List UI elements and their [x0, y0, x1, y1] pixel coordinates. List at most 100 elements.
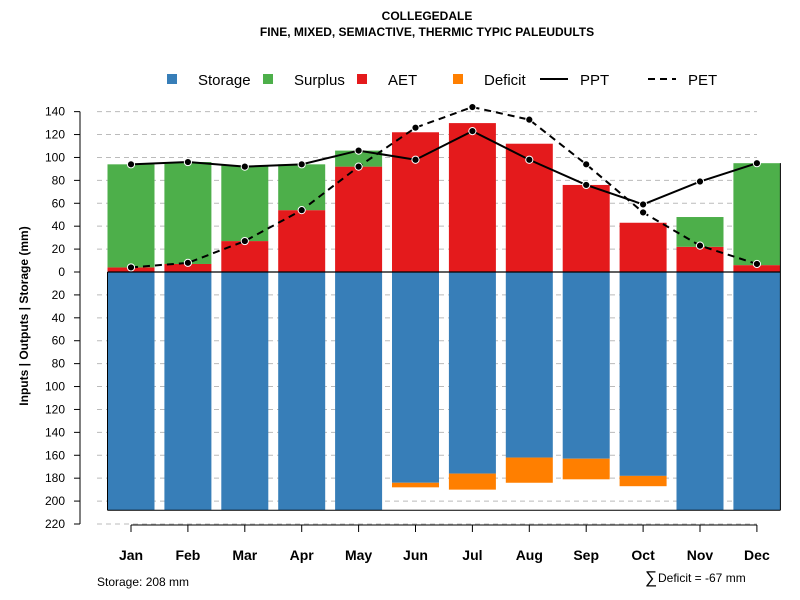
storage-bar — [107, 272, 155, 511]
legend-swatch-storage — [167, 74, 177, 84]
x-tick-label: Nov — [687, 547, 714, 563]
chart-title: COLLEGEDALE — [382, 9, 473, 23]
pet-point — [411, 123, 420, 132]
x-tick-label: Jun — [403, 547, 428, 563]
y-tick-label: 60 — [52, 334, 66, 348]
x-tick-label: Jul — [462, 547, 482, 563]
storage-bar — [676, 272, 724, 511]
x-tick-label: May — [345, 547, 372, 563]
storage-bar — [448, 272, 496, 474]
ppt-point — [297, 160, 306, 169]
x-tick-label: Apr — [290, 547, 315, 563]
y-tick-label: 20 — [52, 288, 66, 302]
y-tick-label: 0 — [58, 265, 65, 279]
pet-point — [240, 236, 249, 246]
pet-point — [183, 258, 192, 267]
legend-swatch-aet — [357, 74, 367, 84]
legend: Storage Surplus AET Deficit PPT PET — [167, 72, 717, 89]
storage-bar — [505, 272, 553, 458]
y-tick-label: 220 — [45, 517, 65, 531]
ppt-point — [695, 177, 705, 186]
y-tick-label: 60 — [52, 196, 66, 210]
storage-bar — [733, 272, 781, 511]
ppt-point — [411, 155, 420, 164]
y-tick-label: 120 — [45, 128, 65, 142]
x-tick-label: Oct — [631, 547, 655, 563]
pet-point — [126, 263, 136, 272]
axes: 1401201008060402002040608010012014016018… — [45, 105, 781, 563]
aet-bar — [505, 143, 553, 272]
deficit-bar — [619, 475, 667, 487]
x-tick-label: Aug — [516, 547, 543, 563]
deficit-bar — [448, 473, 496, 490]
aet-bar — [562, 184, 610, 272]
x-tick-label: Dec — [744, 547, 770, 563]
aet-bar — [676, 246, 724, 272]
pet-point — [695, 241, 705, 250]
aet-bar — [448, 123, 496, 273]
deficit-footnote: Deficit = -67 mm — [658, 571, 746, 585]
y-tick-label: 200 — [45, 494, 65, 508]
bars — [107, 123, 781, 511]
y-tick-label: 100 — [45, 380, 65, 394]
surplus-bar — [221, 165, 269, 242]
ppt-point — [525, 155, 534, 164]
deficit-bar — [505, 457, 553, 483]
ppt-point — [639, 200, 648, 209]
y-axis-label: Inputs | Outputs | Storage (mm) — [17, 226, 31, 405]
y-tick-label: 20 — [52, 242, 66, 256]
y-tick-label: 180 — [45, 471, 65, 485]
pet-point — [297, 206, 306, 215]
y-tick-label: 140 — [45, 425, 65, 439]
deficit-sum-symbol: ∑ — [645, 568, 657, 587]
ppt-point — [240, 162, 249, 171]
legend-swatch-deficit — [453, 74, 463, 84]
aet-bar — [164, 263, 212, 272]
pet-line — [130, 106, 758, 269]
x-tick-label: Sep — [573, 547, 599, 563]
ppt-point — [582, 180, 591, 190]
storage-footnote: Storage: 208 mm — [97, 575, 189, 589]
y-tick-label: 40 — [52, 219, 66, 233]
y-tick-label: 140 — [45, 105, 65, 119]
ppt-point — [752, 159, 762, 168]
legend-label-aet: AET — [388, 72, 417, 89]
legend-swatch-surplus — [263, 74, 273, 84]
ppt-point — [468, 127, 477, 136]
x-tick-label: Mar — [232, 547, 257, 563]
aet-bar — [278, 210, 326, 272]
surplus-bar — [278, 164, 326, 211]
aet-bar — [335, 166, 383, 272]
surplus-bar — [733, 163, 781, 266]
pet-point — [639, 208, 648, 217]
storage-bar — [335, 272, 383, 511]
legend-label-surplus: Surplus — [294, 72, 345, 89]
pet-point — [354, 162, 363, 171]
series-lines — [126, 102, 762, 272]
y-tick-label: 100 — [45, 150, 65, 164]
ppt-point — [126, 160, 136, 169]
storage-bar — [278, 272, 326, 511]
surplus-bar — [335, 150, 383, 167]
deficit-bar — [562, 458, 610, 480]
aet-bar — [392, 132, 439, 272]
y-tick-label: 40 — [52, 311, 66, 325]
chart-subtitle: FINE, MIXED, SEMIACTIVE, THERMIC TYPIC P… — [260, 25, 594, 39]
ppt-line — [130, 129, 758, 206]
x-tick-label: Feb — [175, 547, 200, 563]
pet-point — [752, 259, 762, 269]
y-tick-label: 80 — [52, 357, 66, 371]
y-tick-label: 120 — [45, 402, 65, 416]
storage-bar — [619, 272, 667, 476]
legend-label-deficit: Deficit — [484, 72, 527, 89]
aet-bar — [733, 265, 781, 272]
legend-label-ppt: PPT — [580, 72, 609, 89]
aet-bar — [221, 241, 269, 272]
aet-bar — [619, 222, 667, 272]
storage-bar — [221, 272, 269, 511]
storage-bar — [562, 272, 610, 459]
y-tick-label: 80 — [52, 173, 66, 187]
deficit-bar — [392, 482, 439, 488]
legend-label-pet: PET — [688, 72, 717, 89]
